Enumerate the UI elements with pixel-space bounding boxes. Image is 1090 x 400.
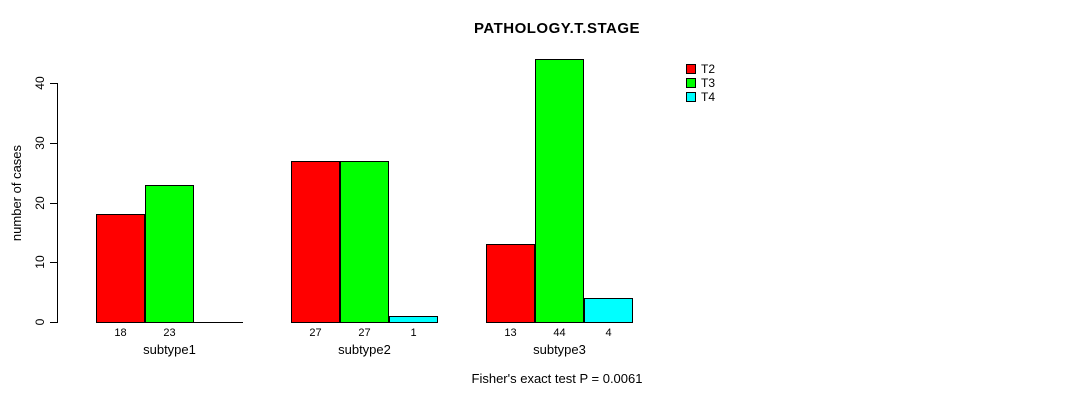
annotation-text: Fisher's exact test P = 0.0061 [471, 371, 643, 386]
bar-value-label: 27 [309, 327, 322, 339]
chart-title: PATHOLOGY.T.STAGE [473, 20, 641, 37]
bar-value-label: 18 [114, 327, 127, 339]
bar-value-label: 13 [504, 327, 517, 339]
bar-T3-subtype1 [145, 185, 194, 323]
legend-label: T3 [701, 76, 716, 90]
legend-swatch-T2 [686, 64, 696, 74]
x-category-label: subtype1 [143, 342, 196, 357]
y-tick [50, 143, 57, 144]
bar-value-label: 4 [605, 327, 612, 339]
y-tick-label: 20 [33, 196, 47, 210]
legend-row-T4: T4 [686, 90, 715, 104]
bar-T3-subtype3 [535, 59, 584, 323]
legend-swatch-T3 [686, 78, 696, 88]
bar-value-label: 23 [163, 327, 176, 339]
y-tick [50, 262, 57, 263]
y-tick-label: 30 [33, 136, 47, 150]
y-axis-label: number of cases [9, 144, 24, 242]
legend: T2 T3 T4 [686, 62, 715, 104]
y-tick [50, 322, 57, 323]
bar-value-label: 1 [410, 327, 417, 339]
legend-row-T2: T2 [686, 62, 715, 76]
legend-label: T4 [701, 90, 716, 104]
legend-label: T2 [701, 62, 716, 76]
bar-T3-subtype2 [340, 161, 389, 323]
bar-value-label: 44 [553, 327, 566, 339]
y-axis-line [57, 83, 58, 323]
bar-T4-subtype2 [389, 316, 438, 323]
y-tick-label: 0 [33, 318, 47, 326]
bar-T2-subtype2 [291, 161, 340, 323]
x-category-label: subtype2 [338, 342, 391, 357]
bar-T2-subtype3 [486, 244, 535, 323]
x-category-label: subtype3 [533, 342, 586, 357]
bar-value-label: 27 [358, 327, 371, 339]
y-tick [50, 203, 57, 204]
y-tick [50, 83, 57, 84]
legend-row-T3: T3 [686, 76, 715, 90]
legend-swatch-T4 [686, 92, 696, 102]
y-tick-label: 10 [33, 255, 47, 269]
y-tick-label: 40 [33, 76, 47, 90]
bar-T2-subtype1 [96, 214, 145, 323]
bar-T4-subtype3 [584, 298, 633, 323]
